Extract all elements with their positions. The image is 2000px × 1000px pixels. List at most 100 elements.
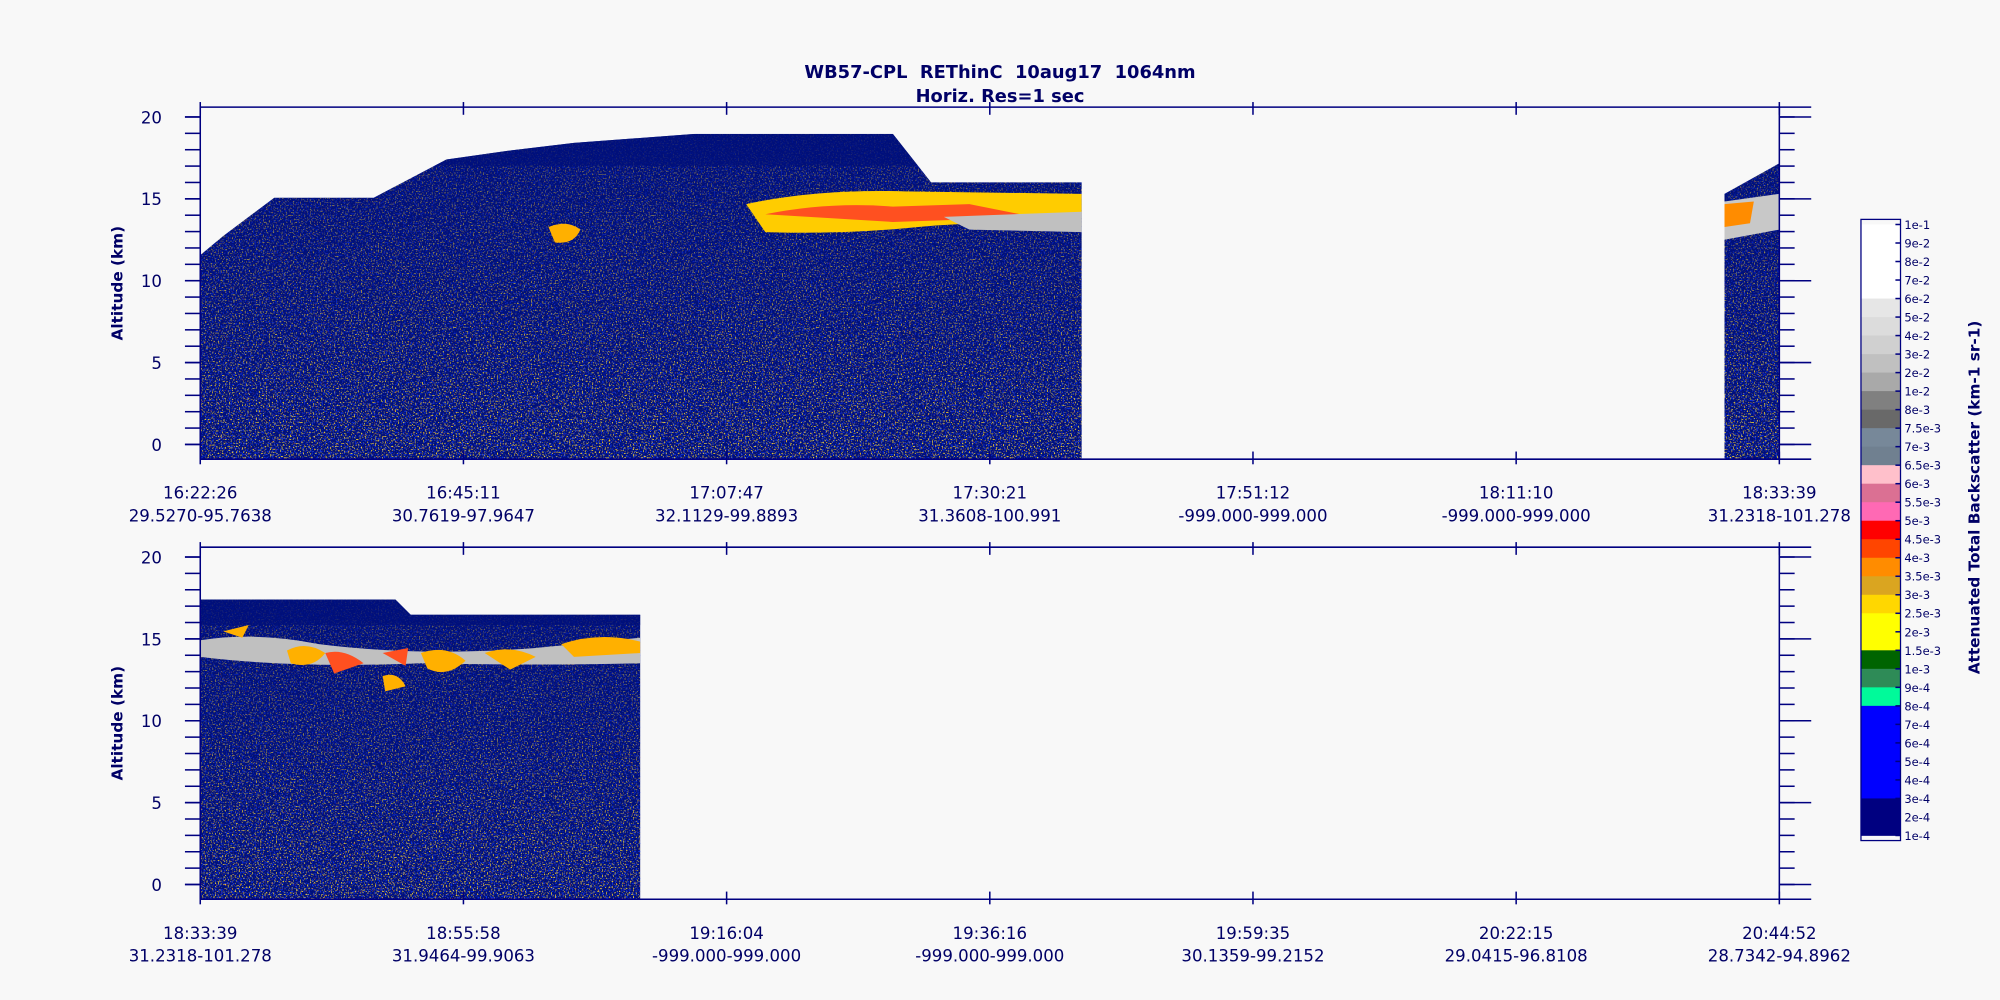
- colorbar-tick-label: 5e-3: [1904, 514, 1930, 528]
- colorbar-bin: [1860, 354, 1901, 373]
- panel: 0 5 10 15 20 Altitude (km) 18:33:39 31.2318-101…: [108, 542, 1851, 966]
- colorbar-tick-label: 2e-4: [1904, 810, 1930, 824]
- colorbar-bin: [1860, 761, 1901, 781]
- colorbar-tick-label: 4e-2: [1904, 329, 1930, 343]
- colorbar-tick-label: 8e-3: [1904, 403, 1930, 417]
- x-tick-label: 17:30:21: [953, 484, 1027, 503]
- x-tick-label: 19:36:16: [953, 924, 1027, 943]
- x-position-label: -999.000-999.000: [915, 947, 1064, 966]
- x-tick-label: 20:44:52: [1742, 924, 1816, 943]
- colorbar-tick-label: 7e-4: [1904, 718, 1930, 732]
- colorbar-bin: [1860, 298, 1901, 318]
- x-position-label: 31.3608-100.991: [918, 507, 1061, 526]
- colorbar-tick-label: 6.5e-3: [1904, 459, 1941, 473]
- colorbar-tick-label: 4.5e-3: [1904, 533, 1941, 547]
- x-position-label: 30.1359-99.2152: [1181, 947, 1324, 966]
- x-tick-label: 17:51:12: [1216, 484, 1290, 503]
- colorbar-tick-label: 4e-4: [1904, 773, 1930, 787]
- colorbar-bin: [1860, 502, 1901, 522]
- y-tick-label: 10: [141, 272, 162, 291]
- colorbar-tick-label: 6e-4: [1904, 736, 1930, 750]
- colorbar-tick-label: 9e-2: [1904, 236, 1930, 250]
- colorbar-tick-label: 1.5e-3: [1904, 644, 1941, 658]
- x-tick-label: 19:16:04: [689, 924, 763, 943]
- colorbar-label: Attenuated Total Backscatter (km-1 sr-1): [1966, 321, 1984, 675]
- x-tick-label: 19:59:35: [1216, 924, 1290, 943]
- colorbar-tick-label: 5.5e-3: [1904, 496, 1941, 510]
- colorbar-tick-label: 6e-2: [1904, 292, 1930, 306]
- chart-title: WB57-CPL REThinC 10aug17 1064nm: [804, 62, 1195, 83]
- colorbar-bin: [1860, 631, 1901, 651]
- colorbar-bin: [1860, 428, 1901, 448]
- x-tick-label: 20:22:15: [1479, 924, 1553, 943]
- x-position-label: 32.1129-99.8893: [655, 507, 798, 526]
- colorbar-tick-label: 6e-3: [1904, 477, 1930, 491]
- y-axis-label: Altitude (km): [108, 226, 126, 341]
- colorbar-bin: [1860, 446, 1901, 466]
- colorbar-bin: [1860, 705, 1901, 725]
- x-tick-label: 16:22:26: [163, 484, 237, 503]
- colorbar-tick-label: 2.5e-3: [1904, 607, 1941, 621]
- colorbar-bin: [1860, 391, 1901, 411]
- y-tick-label: 15: [141, 630, 162, 649]
- colorbar-bin: [1860, 317, 1901, 336]
- y-tick-label: 10: [141, 712, 162, 731]
- colorbar-bin: [1860, 816, 1901, 836]
- colorbar-tick-label: 7e-2: [1904, 273, 1930, 287]
- colorbar-bin: [1860, 520, 1901, 540]
- colorbar-tick-label: 8e-2: [1904, 255, 1930, 269]
- y-tick-label: 0: [151, 876, 162, 895]
- colorbar-bin: [1860, 483, 1901, 503]
- x-tick-label: 18:11:10: [1479, 484, 1553, 503]
- colorbar-tick-label: 1e-1: [1904, 218, 1930, 232]
- colorbar-bin: [1860, 798, 1901, 818]
- colorbar-tick-label: 1e-3: [1904, 662, 1930, 676]
- colorbar-bin: [1860, 224, 1901, 244]
- x-position-label: 30.7619-97.9647: [392, 507, 535, 526]
- colorbar-tick-label: 5e-4: [1904, 755, 1930, 769]
- y-tick-label: 5: [151, 354, 162, 373]
- x-position-label: -999.000-999.000: [652, 947, 801, 966]
- y-tick-label: 5: [151, 794, 162, 813]
- colorbar-tick-label: 3e-4: [1904, 792, 1930, 806]
- colorbar-tick-label: 2e-2: [1904, 366, 1930, 380]
- x-position-label: 29.0415-96.8108: [1445, 947, 1588, 966]
- x-position-label: 29.5270-95.7638: [129, 507, 272, 526]
- colorbar-bin: [1860, 779, 1901, 799]
- colorbar-bin: [1860, 539, 1901, 559]
- chart-subtitle: Horiz. Res=1 sec: [916, 86, 1085, 107]
- colorbar-bin: [1860, 243, 1901, 262]
- colorbar-bin: [1860, 261, 1901, 281]
- colorbar-tick-label: 3.5e-3: [1904, 570, 1941, 584]
- colorbar-bin: [1860, 280, 1901, 299]
- x-tick-label: 18:33:39: [163, 924, 237, 943]
- colorbar-bin: [1860, 335, 1901, 355]
- colorbar-tick-label: 7e-3: [1904, 440, 1930, 454]
- x-tick-label: 16:45:11: [426, 484, 500, 503]
- y-axis-label: Altitude (km): [108, 666, 126, 781]
- colorbar-tick-label: 3e-2: [1904, 348, 1930, 362]
- colorbar-bin: [1860, 465, 1901, 485]
- x-position-label: -999.000-999.000: [1442, 507, 1591, 526]
- colorbar-bin: [1860, 613, 1901, 633]
- colorbar-bin: [1860, 557, 1901, 577]
- x-position-label: 31.2318-101.278: [1708, 507, 1851, 526]
- colorbar-tick-label: 2e-3: [1904, 625, 1930, 639]
- x-position-label: 31.2318-101.278: [129, 947, 272, 966]
- curtain-image: [200, 133, 1780, 460]
- x-position-label: -999.000-999.000: [1178, 507, 1327, 526]
- colorbar-frame: [1860, 218, 1902, 842]
- colorbar-bin: [1860, 372, 1901, 392]
- x-tick-label: 17:07:47: [689, 484, 763, 503]
- colorbar-tick-label: 7.5e-3: [1904, 422, 1941, 436]
- colorbar-tick-label: 5e-2: [1904, 311, 1930, 325]
- colorbar-bin: [1860, 724, 1901, 744]
- colorbar-bin: [1860, 576, 1901, 596]
- colorbar-bin: [1860, 668, 1901, 688]
- y-tick-label: 0: [151, 436, 162, 455]
- colorbar-bin: [1860, 687, 1901, 707]
- y-tick-label: 20: [141, 548, 162, 567]
- colorbar-bin: [1860, 742, 1901, 762]
- colorbar-tick-label: 4e-3: [1904, 551, 1930, 565]
